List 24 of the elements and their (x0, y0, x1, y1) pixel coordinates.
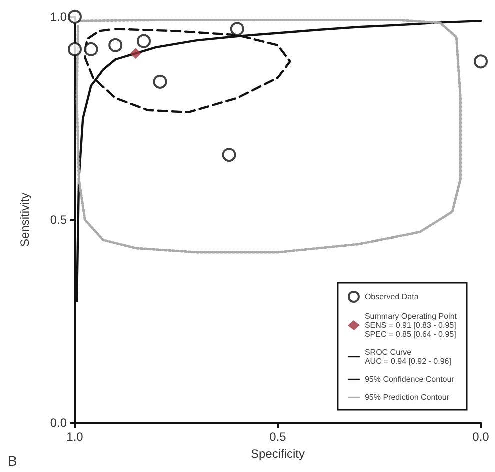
legend-label: Summary Operating Point SENS = 0.91 [0.83 - 0.95] SPEC = 0.85 [0.64 - 0.95] (364, 312, 458, 339)
y-axis-title: Sensitivity (18, 192, 32, 248)
x-axis-title: Specificity (250, 446, 306, 461)
point (230, 22, 244, 36)
legend-label: 95% Confidence Contour (364, 375, 455, 384)
point (137, 34, 152, 48)
y-tick-label: 1.0 (50, 10, 68, 24)
y-tick-label: 0.5 (50, 213, 68, 227)
point (474, 54, 488, 69)
y-tick-label: 0.0 (50, 416, 68, 430)
point (130, 48, 142, 60)
point (68, 42, 82, 56)
text: B (8, 453, 18, 469)
legend-label: Observed Data (364, 292, 420, 302)
point (153, 74, 168, 89)
x-tick-label: 0.0 (472, 430, 490, 444)
point (84, 42, 98, 56)
legend-label: SROC Curve AUC = 0.94 [0.92 - 0.96] (364, 348, 452, 366)
x-tick-label: 0.5 (270, 430, 287, 444)
point (108, 38, 123, 52)
point (68, 10, 82, 24)
legend-label: 95% Prediction Contour (364, 393, 450, 402)
x-tick-label: 1.0 (66, 430, 84, 444)
point (222, 148, 236, 162)
